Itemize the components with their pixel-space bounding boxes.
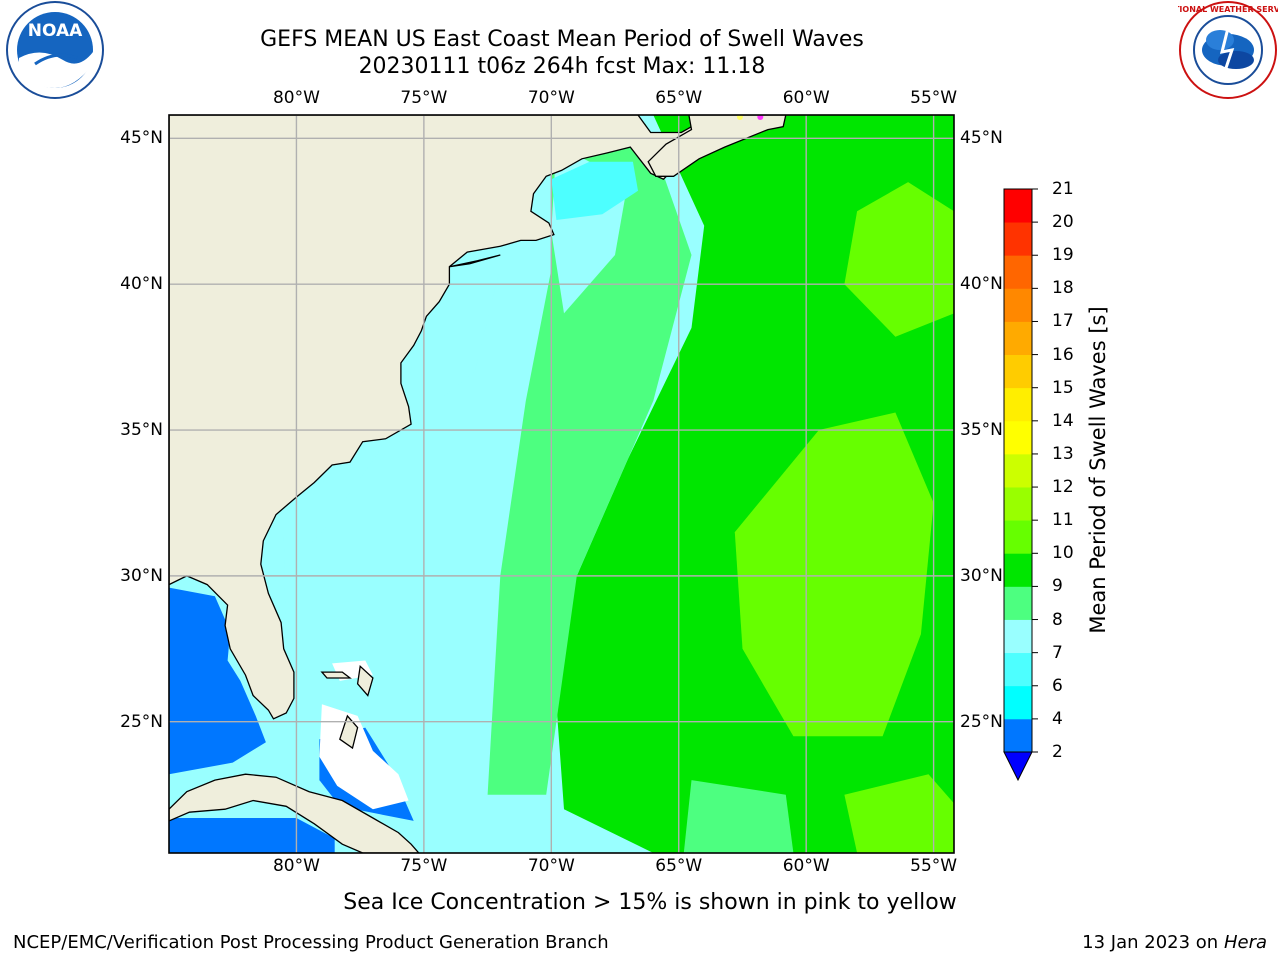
lat-label: 40°N <box>960 274 1003 295</box>
lon-label: 65°W <box>655 88 703 108</box>
noaa-logo: NOAA <box>6 1 104 99</box>
land-north-america <box>169 115 704 720</box>
colorbar-segment <box>1004 255 1032 289</box>
colorbar-tick-label: 7 <box>1052 642 1063 663</box>
region-green-core-ne <box>844 182 954 337</box>
colorbar-segment <box>1004 453 1032 488</box>
colorbar-tick-label: 10 <box>1052 543 1074 564</box>
region-green-core-sw <box>734 412 934 737</box>
lat-label: 30°N <box>120 565 163 586</box>
colorbar-tick-label: 21 <box>1052 179 1074 199</box>
lon-label: 80°W <box>272 856 320 876</box>
colorbar-tick-label: 4 <box>1052 708 1063 729</box>
colorbar-segment <box>1004 619 1032 654</box>
colorbar-frame <box>1003 188 1033 753</box>
chart-title: GEFS MEAN US East Coast Mean Period of S… <box>260 27 864 52</box>
lon-label: 80°W <box>272 88 320 108</box>
lat-label: 25°N <box>960 711 1003 732</box>
colorbar-tick-label: 20 <box>1052 212 1074 233</box>
colorbar-tick-label: 9 <box>1052 576 1063 597</box>
colorbar-tick-label: 12 <box>1052 477 1074 498</box>
land-andros-island <box>339 714 359 750</box>
land-abaco <box>356 664 374 697</box>
colorbar-tick-label: 15 <box>1052 377 1074 398</box>
lon-label: 55°W <box>910 856 958 876</box>
sea-ice-mark <box>736 115 743 120</box>
map-layers <box>169 115 954 853</box>
colorbar-segment <box>1004 189 1032 223</box>
region-green-patch-se <box>844 774 954 853</box>
colorbar-segment <box>1004 354 1032 389</box>
colorbar-segment <box>1004 553 1032 587</box>
colorbar-tick-label: 19 <box>1052 245 1074 266</box>
lon-label: 60°W <box>782 88 830 108</box>
region-gulf-of-mexico-deep <box>169 587 266 775</box>
region-gulf-of-maine <box>551 161 638 220</box>
lon-label: 70°W <box>527 88 575 108</box>
lat-label: 40°N <box>120 274 163 295</box>
sea-ice-mark <box>757 115 764 120</box>
nws-logo-text: NATIONAL WEATHER SERVICE <box>1178 5 1278 14</box>
lat-label: 35°N <box>120 420 163 441</box>
map-frame <box>168 114 955 854</box>
colorbar-title: Mean Period of Swell Waves [s] <box>1086 306 1110 634</box>
colorbar-tick-label: 6 <box>1052 675 1063 696</box>
lon-label: 55°W <box>910 88 958 108</box>
region-coastal-band-se <box>265 266 501 810</box>
lon-label: 75°W <box>400 88 448 108</box>
lat-label: 25°N <box>120 711 163 732</box>
colorbar-segment <box>1004 420 1032 455</box>
colorbar-segment <box>1004 586 1032 620</box>
colorbar-tick-label: 11 <box>1052 510 1074 531</box>
lat-label: 45°N <box>960 128 1003 149</box>
colorbar-segment <box>1004 652 1032 687</box>
land-nova-scotia <box>647 115 787 177</box>
nws-logo: NATIONAL WEATHER SERVICE <box>1178 1 1278 99</box>
lon-label: 75°W <box>400 856 448 876</box>
chart-subtitle: 20230111 t06z 264h fcst Max: 11.18 <box>358 54 766 79</box>
colorbar-segment <box>1004 321 1032 355</box>
lat-label: 45°N <box>120 128 163 149</box>
colorbar-segment <box>1004 487 1032 521</box>
lon-label: 65°W <box>655 856 703 876</box>
colorbar-segment <box>1004 222 1032 256</box>
lat-label: 30°N <box>960 565 1003 586</box>
shoal-great-bahama-bank <box>319 704 409 810</box>
footer-credit: NCEP/EMC/Verification Post Processing Pr… <box>13 932 609 953</box>
colorbar-under-triangle <box>1003 751 1033 782</box>
colorbar-tick-label: 8 <box>1052 609 1063 630</box>
region-gulf-of-mexico-south <box>169 818 335 853</box>
region-central-light-band <box>487 123 692 795</box>
sea-ice-note: Sea Ice Concentration > 15% is shown in … <box>343 890 957 915</box>
colorbar-segment <box>1004 718 1032 753</box>
region-light-patch-mid-south <box>683 780 794 853</box>
colorbar-tick-label: 2 <box>1052 742 1063 762</box>
colorbar-tick-label: 16 <box>1052 344 1074 365</box>
colorbar-segment <box>1004 685 1032 720</box>
colorbar-segment <box>1004 387 1032 422</box>
land-cuba <box>169 773 420 853</box>
colorbar-segment <box>1004 520 1032 554</box>
footer-date-text: 13 Jan 2023 on <box>1082 932 1219 953</box>
colorbar-tick-label: 17 <box>1052 311 1074 332</box>
footer-date: 13 Jan 2023 on Hera <box>1082 932 1267 953</box>
colorbar-segment <box>1004 288 1032 322</box>
colorbar-tick-label: 13 <box>1052 443 1074 464</box>
colorbar-tick-label: 18 <box>1052 278 1074 299</box>
footer-host: Hera <box>1223 932 1267 953</box>
land-grand-bahama <box>320 671 352 679</box>
noaa-logo-text: NOAA <box>28 21 83 41</box>
lon-label: 60°W <box>782 856 830 876</box>
lat-label: 35°N <box>960 420 1003 441</box>
colorbar-tick-label: 14 <box>1052 410 1074 431</box>
land-long-island <box>449 254 501 268</box>
lon-label: 70°W <box>527 856 575 876</box>
